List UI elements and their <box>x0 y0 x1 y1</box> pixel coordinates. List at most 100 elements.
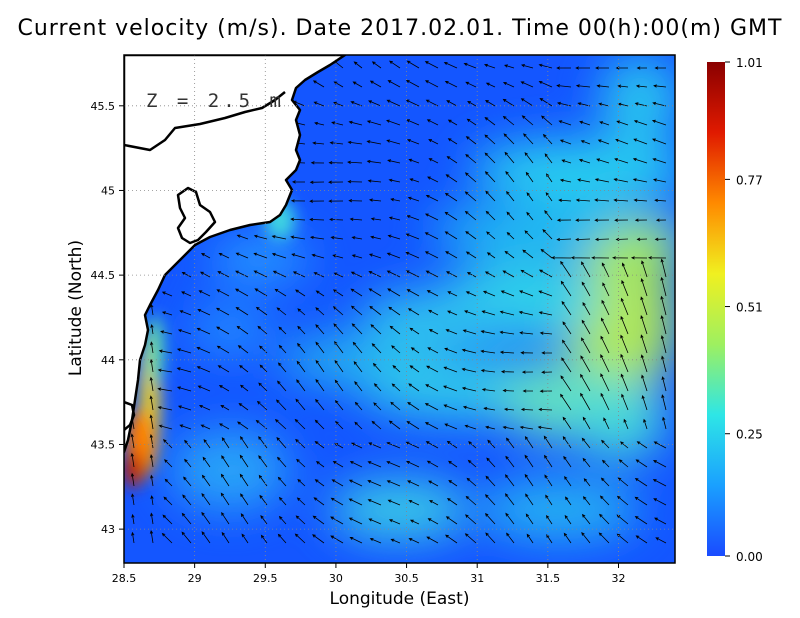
velocity-arrow <box>407 196 420 202</box>
velocity-arrow <box>484 494 496 506</box>
velocity-arrow <box>581 437 591 449</box>
velocity-arrow <box>582 302 591 316</box>
velocity-arrow <box>291 253 306 259</box>
velocity-arrow <box>465 154 477 164</box>
velocity-arrow <box>561 339 572 354</box>
velocity-arrow <box>579 120 591 126</box>
velocity-arrow <box>582 416 591 430</box>
velocity-arrow <box>601 299 610 316</box>
velocity-arrow <box>196 327 211 335</box>
velocity-arrow <box>544 474 553 487</box>
velocity-arrow <box>349 217 363 221</box>
velocity-arrow <box>520 407 534 412</box>
velocity-arrow <box>597 139 610 145</box>
velocity-arrow <box>560 280 572 297</box>
velocity-arrow <box>543 435 553 449</box>
velocity-arrow <box>461 367 477 373</box>
velocity-arrow <box>370 217 382 221</box>
velocity-arrow <box>296 497 306 506</box>
velocity-arrow <box>506 211 515 221</box>
velocity-arrow <box>235 288 249 297</box>
velocity-arrow <box>329 217 344 222</box>
velocity-arrow <box>504 493 515 506</box>
velocity-arrow <box>655 537 667 544</box>
velocity-arrow <box>524 152 534 164</box>
velocity-arrow <box>239 365 249 373</box>
velocity-arrow <box>372 362 382 373</box>
velocity-arrow <box>149 454 154 468</box>
velocity-arrow <box>388 420 401 430</box>
velocity-arrow <box>292 180 306 184</box>
velocity-arrow <box>259 345 268 354</box>
x-tick-label: 31.5 <box>536 572 561 585</box>
velocity-arrow <box>373 402 382 411</box>
velocity-arrow <box>295 515 306 525</box>
velocity-arrow <box>445 329 458 335</box>
velocity-arrow <box>352 81 363 88</box>
velocity-arrow <box>352 341 363 354</box>
velocity-arrow <box>238 402 249 411</box>
velocity-arrow <box>216 326 230 335</box>
velocity-arrow <box>524 473 534 487</box>
velocity-arrow <box>575 66 590 70</box>
velocity-arrow <box>405 270 420 278</box>
velocity-arrow <box>371 61 382 69</box>
velocity-arrow <box>312 141 325 145</box>
velocity-arrow <box>601 317 610 335</box>
velocity-arrow <box>277 476 287 487</box>
velocity-arrow <box>595 66 609 70</box>
velocity-arrow <box>487 439 496 449</box>
colorbar-tick-label: 0.77 <box>736 173 763 187</box>
velocity-arrow <box>616 514 629 525</box>
velocity-arrow <box>386 461 401 468</box>
velocity-arrow <box>162 514 173 525</box>
y-tick-label: 45.5 <box>91 100 116 113</box>
velocity-arrow <box>525 171 534 183</box>
velocity-arrow <box>594 218 610 222</box>
velocity-arrow <box>654 66 666 70</box>
velocity-arrow <box>465 231 477 240</box>
velocity-arrow <box>485 532 496 544</box>
velocity-arrow <box>564 514 572 525</box>
velocity-arrow <box>581 319 591 335</box>
velocity-arrow <box>201 474 211 487</box>
velocity-arrow <box>505 437 515 449</box>
velocity-arrow <box>149 433 154 449</box>
velocity-arrow <box>368 442 382 449</box>
velocity-arrow <box>640 278 648 297</box>
velocity-arrow <box>408 383 420 392</box>
velocity-arrow <box>519 425 534 430</box>
x-tick-label: 29.5 <box>253 572 278 585</box>
velocity-arrow <box>406 60 420 69</box>
velocity-arrow <box>350 271 363 278</box>
velocity-arrow <box>331 479 344 487</box>
velocity-arrow <box>426 119 439 126</box>
velocity-arrow <box>654 237 667 241</box>
velocity-arrow <box>653 441 667 449</box>
velocity-arrow <box>157 368 173 373</box>
velocity-arrow <box>462 405 477 411</box>
velocity-arrow <box>369 538 382 544</box>
velocity-arrow <box>330 497 344 506</box>
velocity-arrow <box>351 254 363 259</box>
velocity-arrow <box>330 535 344 544</box>
velocity-arrow <box>502 98 515 107</box>
velocity-arrow <box>389 325 401 335</box>
velocity-arrow <box>633 120 648 126</box>
velocity-arrow <box>292 271 306 278</box>
x-axis: 28.5 29 29.5 30 30.5 31 31.5 32 <box>112 563 625 585</box>
velocity-arrow <box>368 271 382 278</box>
velocity-arrow <box>348 479 363 487</box>
velocity-arrow <box>203 438 211 449</box>
velocity-arrow <box>598 532 610 544</box>
velocity-arrow <box>505 512 515 525</box>
velocity-arrow <box>502 270 515 278</box>
velocity-arrow <box>406 139 420 145</box>
velocity-arrow <box>660 276 667 297</box>
velocity-arrow <box>310 161 325 165</box>
velocity-arrow <box>348 498 363 506</box>
velocity-arrow <box>277 362 287 373</box>
velocity-arrow <box>485 100 496 107</box>
velocity-arrow <box>386 252 401 259</box>
velocity-arrow <box>236 234 249 240</box>
